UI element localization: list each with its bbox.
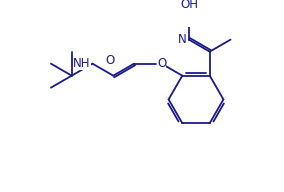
Text: OH: OH [180, 0, 198, 11]
Text: O: O [105, 54, 114, 67]
Text: N: N [178, 33, 186, 46]
Text: O: O [157, 57, 166, 70]
Text: NH: NH [73, 57, 91, 70]
